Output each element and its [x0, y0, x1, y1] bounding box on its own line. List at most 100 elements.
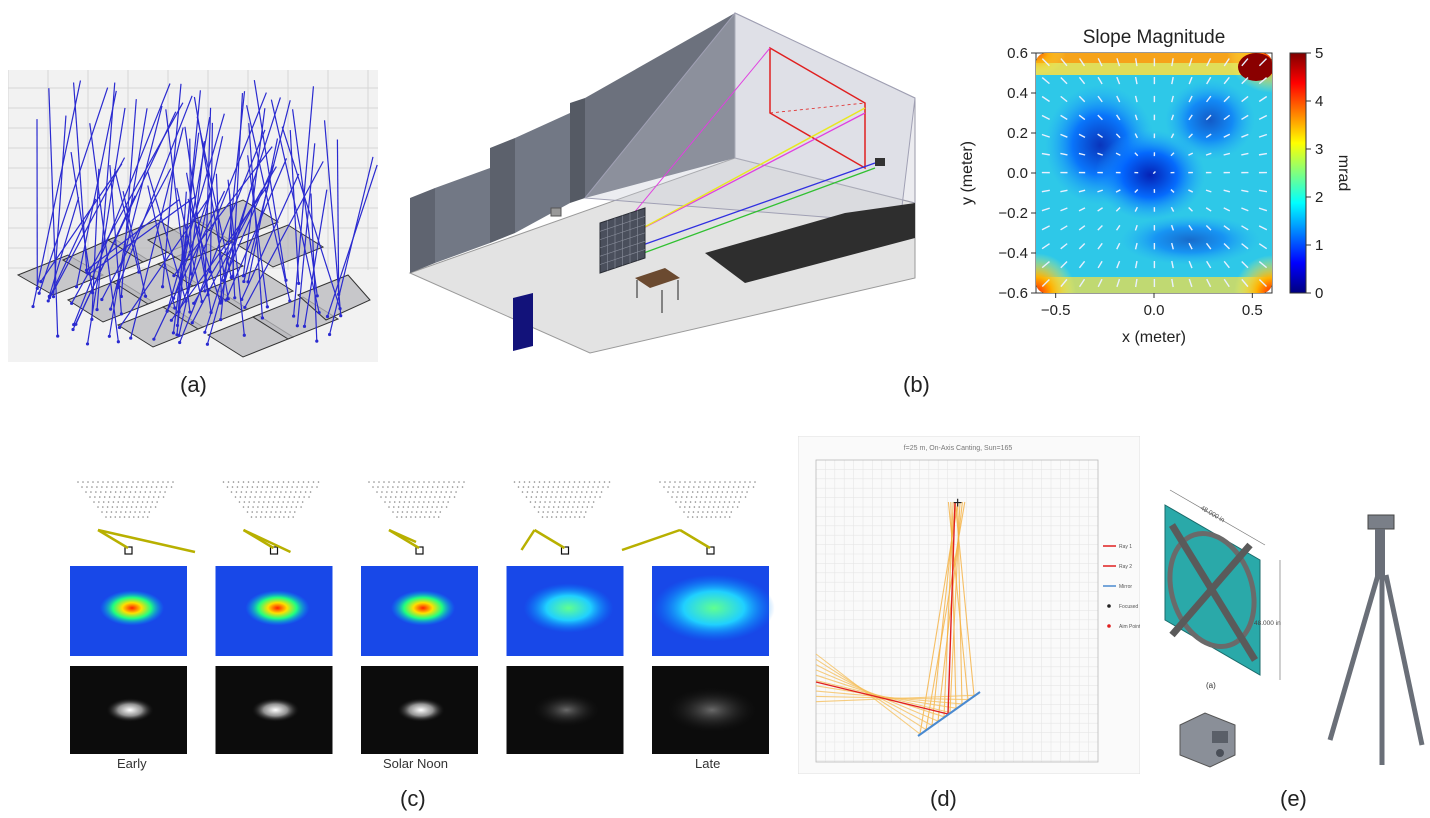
heliostat-dot: [397, 486, 399, 488]
mirror-facet: [206, 268, 295, 312]
heliostat-dot: [717, 486, 720, 488]
y-tick-label: 0.2: [1007, 125, 1028, 142]
heliostat-dot: [246, 511, 249, 513]
heliostat-dot: [400, 516, 403, 518]
slope-vector: [1134, 95, 1138, 103]
heliostat-dot: [292, 516, 294, 518]
slope-vector: [1258, 243, 1268, 250]
slope-vector: [1205, 189, 1212, 193]
ray-origin-dot: [172, 274, 176, 278]
heliostat-dot: [155, 486, 158, 488]
slope-vector: [1041, 133, 1050, 138]
camera-lens: [1212, 731, 1228, 743]
slope-vector: [1241, 225, 1249, 231]
heliostat-dot: [563, 481, 566, 483]
slope-vector: [1205, 207, 1212, 212]
heliostat-dot: [257, 506, 259, 508]
heliostat-dot: [437, 516, 440, 518]
heliostat-dot: [453, 481, 455, 483]
heliostat-dot: [581, 506, 584, 508]
heliostat-dot: [140, 486, 143, 488]
heliostat-dot: [222, 481, 225, 483]
camera-spot: [532, 693, 601, 727]
heliostat-dot: [241, 486, 244, 488]
heliostat-dot: [251, 486, 254, 488]
ray-line: [86, 107, 126, 345]
heliostat-dot: [744, 496, 747, 498]
caption-b: (b): [903, 372, 930, 397]
ray-origin-dot: [137, 270, 141, 274]
heliostat-dot: [687, 516, 689, 518]
heliostat-dot: [694, 481, 696, 483]
heliostat-dot: [393, 506, 395, 508]
heliostat-dot: [129, 491, 132, 493]
heliostat-dot: [106, 486, 108, 488]
heliostat-dot: [130, 486, 133, 488]
heliostat-dot: [411, 486, 414, 488]
heliostat-dot: [526, 491, 529, 493]
target-diagonal: [769, 102, 866, 114]
slope-vector: [1078, 114, 1086, 121]
heliostat-dot: [413, 481, 415, 483]
heliostat-dot: [729, 481, 731, 483]
heliostat-dot: [684, 481, 686, 483]
heliostat-dot: [698, 506, 700, 508]
slope-vector: [1041, 207, 1050, 212]
x-tick-label: 0.0: [1144, 302, 1165, 319]
heliostat-dot: [534, 501, 537, 503]
heliostat-dot: [172, 481, 174, 483]
heliostat-dot: [402, 506, 405, 508]
slope-vector: [1078, 225, 1086, 231]
heliostat-dot: [573, 501, 576, 503]
heliostat-dot: [556, 491, 558, 493]
heliostat-dot: [455, 491, 457, 493]
heliostat-dot: [552, 506, 555, 508]
ray-line: [120, 99, 137, 297]
heliostat-dot: [283, 516, 285, 518]
heliostat-dot: [251, 511, 254, 513]
heliostat-dot: [578, 481, 581, 483]
heliostat-dot: [461, 486, 464, 488]
slope-vector: [1134, 152, 1139, 157]
heliostat-dot: [270, 511, 272, 513]
reflected-ray: [954, 501, 975, 696]
ray-line: [166, 113, 225, 312]
ray-origin-dot: [297, 281, 301, 285]
heliostat-dot: [688, 506, 691, 508]
heliostat-dot: [739, 481, 741, 483]
heliostat-dot: [722, 506, 724, 508]
heliostat-dot: [436, 486, 439, 488]
heliostat-dot: [407, 506, 410, 508]
slope-vector: [1258, 225, 1268, 231]
heliostat-dot: [118, 496, 121, 498]
heliostat-dot: [254, 496, 256, 498]
heliostat-dot: [672, 491, 674, 493]
heliostat-dot: [133, 496, 135, 498]
slope-vector: [1206, 58, 1212, 67]
heliostat-dot: [256, 486, 259, 488]
heliostat-dot: [439, 511, 442, 513]
colorbar-tick-label: 0: [1315, 285, 1323, 302]
heliostat-dot: [442, 501, 445, 503]
wall-left: [410, 188, 435, 273]
slope-vector: [1205, 95, 1212, 103]
heliostat-dot: [567, 506, 569, 508]
heliostat-dot: [289, 511, 291, 513]
slope-vector: [1041, 278, 1050, 288]
heliostat-dot: [689, 501, 692, 503]
heliostat-dot: [718, 501, 721, 503]
ray-line: [101, 168, 172, 300]
slope-vector: [1223, 152, 1231, 156]
heliostat-dot: [595, 491, 598, 493]
heliostat-dot: [93, 501, 95, 503]
heliostat-dot: [381, 491, 383, 493]
heliostat-dot: [316, 486, 318, 488]
heliostat-dot: [684, 506, 686, 508]
slope-vector: [1041, 95, 1050, 103]
panel-d-plot-frame: [815, 459, 1099, 763]
heliostat-dot: [592, 501, 595, 503]
label-solar-noon: Solar Noon: [383, 756, 449, 771]
heliostat-dot: [599, 496, 601, 498]
slope-vector: [1241, 114, 1249, 121]
heliostat-dot: [253, 501, 255, 503]
